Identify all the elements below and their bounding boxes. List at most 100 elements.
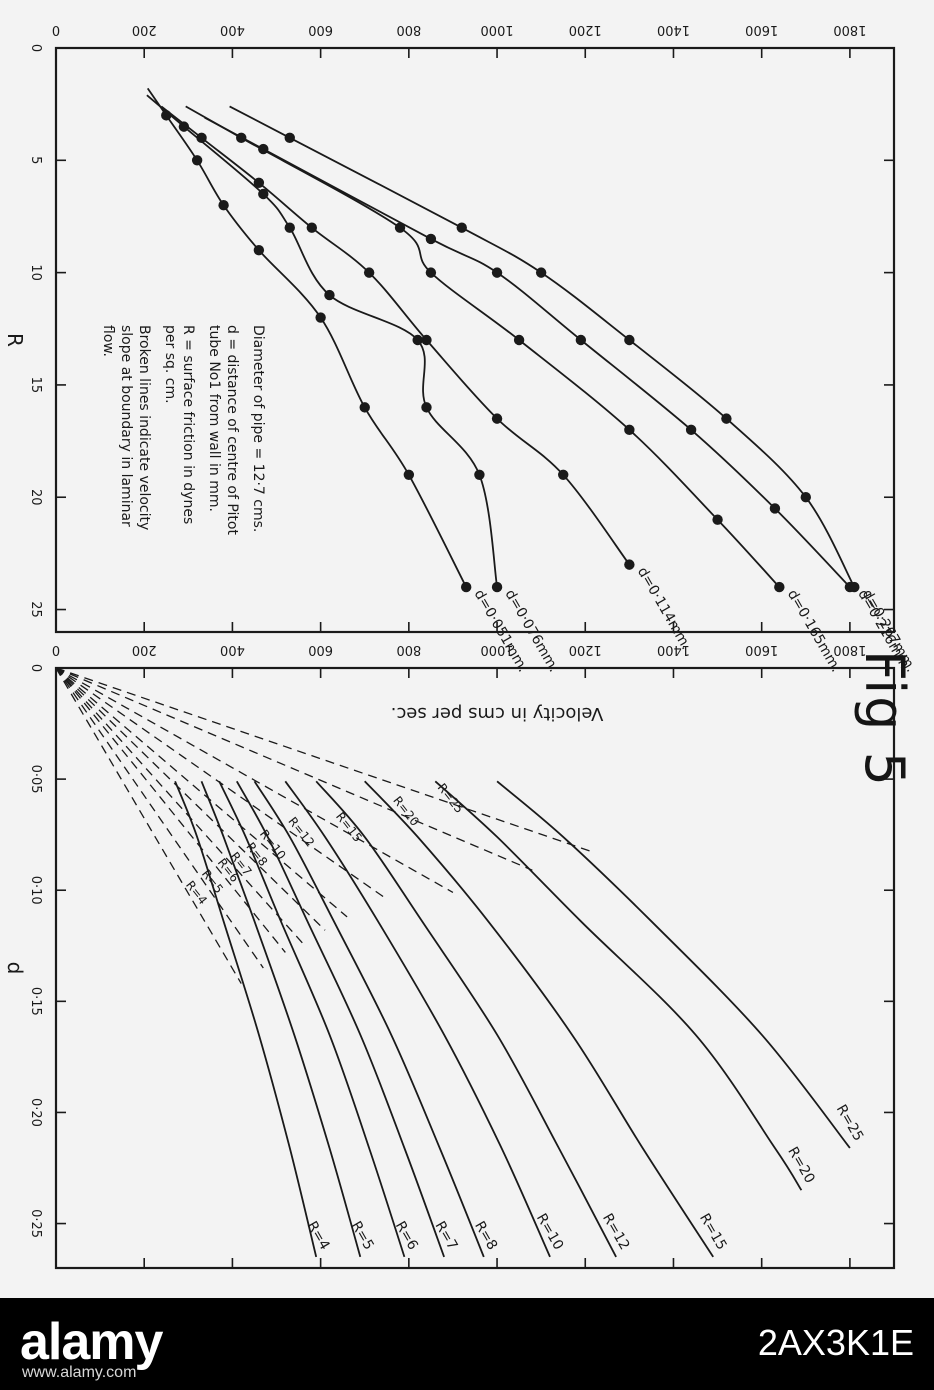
chart-d-y-tick-label: 600 xyxy=(308,642,333,657)
chart-r-note-4: Broken lines indicate velocityslope at b… xyxy=(100,325,152,530)
chart-r-point-series-d-0-267mm xyxy=(721,413,732,424)
chart-r-point-series-d-0-051mm xyxy=(191,155,203,166)
chart-r-note-line: Broken lines indicate velocity xyxy=(136,325,152,530)
stock-caption: www.alamy.com xyxy=(22,1364,137,1381)
chart-r-point-series-d-0-216mm xyxy=(844,581,856,593)
chart-r-note-line: per sq. cm. xyxy=(162,325,178,404)
chart-r-point-series-d-0-267mm xyxy=(624,334,635,346)
chart-r-point-series-d-0-114mm xyxy=(491,413,503,424)
chart-d-curve-label-series-r-6: R=6 xyxy=(392,1219,421,1253)
chart-d-x-tick-label: 0 xyxy=(28,664,43,672)
chart-r-note-line: flow. xyxy=(100,325,116,357)
figure-label: Fig 5 xyxy=(853,650,916,788)
chart-d-curve-series-r-7 xyxy=(236,780,445,1258)
chart-r-y-tick-label: 1000 xyxy=(481,22,514,37)
chart-d-y-tick-label: 0 xyxy=(52,642,60,657)
chart-d-curve-series-r-10 xyxy=(284,780,551,1258)
chart-r-point-series-d-0-114mm xyxy=(421,334,432,346)
chart-d-y-tick-label: 1400 xyxy=(657,642,690,657)
chart-d-laminar-line-r-20 xyxy=(55,667,533,871)
chart-d-laminar-line-r-4 xyxy=(55,667,242,984)
chart-r-point-series-d-0-216mm xyxy=(491,267,503,278)
chart-r-point-series-d-0-165mm xyxy=(513,334,525,346)
chart-r-point-series-d-0-114mm xyxy=(196,132,207,144)
chart-d-y-tick-label: 200 xyxy=(132,642,157,657)
chart-r-point-series-d-0-165mm xyxy=(624,424,635,436)
chart-r-y-tick-label: 600 xyxy=(308,22,333,37)
chart-r-point-series-d-0-114mm xyxy=(363,267,375,278)
chart-r-point-series-d-0-216mm xyxy=(769,503,781,514)
chart-d-laminar-line-r-5 xyxy=(55,667,264,969)
chart-r-point-series-d-0-051mm xyxy=(403,469,415,480)
chart-r-x-tick-label: 25 xyxy=(28,601,43,618)
chart-d-y-tick-label: 1200 xyxy=(569,642,602,657)
chart-r-point-series-d-0-216mm xyxy=(425,233,437,245)
stock-footer: alamy 2AX3K1E www.alamy.com xyxy=(0,1298,934,1390)
chart-d-curve-label-series-r-5: R=5 xyxy=(348,1219,377,1253)
chart-r-point-series-d-0-267mm xyxy=(284,132,295,144)
rotated-figure: 0 5 10 15 20 25 R 0 200 400 600 800 1000 1200 1400 1600… xyxy=(3,22,919,1270)
chart-d-y-tick-label: 800 xyxy=(396,642,421,657)
chart-d-y-tick-label: 1000 xyxy=(481,642,514,657)
chart-d-x-tick-label: 0·25 xyxy=(28,1209,43,1238)
chart-r-y-tick-label: 400 xyxy=(220,22,245,37)
chart-r-point-series-d-0-165mm xyxy=(394,222,406,233)
chart-d-curve-series-r-15 xyxy=(364,780,714,1258)
chart-r-y-tick-label: 1400 xyxy=(657,22,690,37)
chart-r-point-series-d-0-114mm xyxy=(253,177,265,188)
chart-d-curve-series-r-25 xyxy=(496,780,851,1149)
chart-d-x-axis-label: d xyxy=(3,962,27,975)
chart-r-point-series-d-0-165mm xyxy=(712,514,723,525)
chart-r-point-series-d-0-114mm xyxy=(306,222,318,233)
chart-d-curve-label-series-r-12: R=12 xyxy=(599,1211,632,1253)
figure-canvas: 0 5 10 15 20 25 R 0 200 400 600 800 1000 1200 1400 1600… xyxy=(3,22,919,1270)
chart-r-curve-label-series-d-0-114mm: d=0·114mm. xyxy=(634,565,694,653)
chart-r-point-series-d-0-051mm xyxy=(359,402,370,413)
chart-r-point-series-d-0-076mm xyxy=(258,188,269,200)
chart-r-point-series-d-0-216mm xyxy=(575,334,587,346)
chart-r-point-series-d-0-076mm xyxy=(284,222,295,233)
chart-r-curve-series-d-0-165mm xyxy=(185,105,780,588)
chart-r-point-series-d-0-114mm xyxy=(624,559,635,570)
chart-r-x-axis: 0 5 10 15 20 25 R xyxy=(3,44,894,618)
chart-r-point-series-d-0-076mm xyxy=(491,581,503,593)
chart-d-curve-label-series-r-25: R=25 xyxy=(833,1102,866,1144)
chart-d-curve-label-series-r-20: R=20 xyxy=(784,1144,817,1186)
chart-r-curve-series-d-0-267mm xyxy=(229,105,856,588)
chart-d-y-axis: 0 200 400 600 800 1000 1200 1400 1600 1800 xyxy=(52,642,866,1268)
chart-d-curve-series-r-20 xyxy=(434,780,803,1191)
chart-r-x-tick-label: 0 xyxy=(28,44,43,52)
chart-d-y-tick-label: 400 xyxy=(220,642,245,657)
chart-r-point-series-d-0-051mm xyxy=(161,110,172,121)
chart-r-point-series-d-0-076mm xyxy=(421,402,432,413)
chart-d-x-tick-label: 0·20 xyxy=(28,1098,43,1127)
chart-r-y-tick-label: 1800 xyxy=(833,22,866,37)
chart-r-y-tick-label: 800 xyxy=(396,22,421,37)
chart-d-laminar-line-r-10 xyxy=(55,667,348,918)
chart-d-laminar-line-r-7 xyxy=(55,667,304,944)
chart-d-curve-series-r-8 xyxy=(253,780,485,1258)
chart-r-x-tick-label: 5 xyxy=(28,156,43,164)
chart-r-point-series-d-0-051mm xyxy=(315,312,326,323)
chart-d-curve-series-r-12 xyxy=(315,780,617,1258)
chart-d-y-axis-title: Velocity in cms per sec. xyxy=(391,703,604,724)
chart-r-note-2: d = distance of centre of Pitottube No1 … xyxy=(206,325,240,535)
chart-r-point-series-d-0-267mm xyxy=(535,267,547,278)
chart-r-point-series-d-0-076mm xyxy=(324,289,335,301)
chart-r-note-1: Diameter of pipe = 12·7 cms. xyxy=(250,325,266,532)
chart-r-point-series-d-0-051mm xyxy=(218,200,229,211)
chart-r-plot-frame xyxy=(54,46,896,634)
chart-r-point-series-d-0-165mm xyxy=(774,581,785,593)
chart-r-note-line: tube No1 from wall in mm. xyxy=(206,325,222,512)
chart-r-point-series-d-0-267mm xyxy=(800,492,811,503)
chart-d-laminar-line-r-12 xyxy=(55,667,388,900)
chart-d-x-tick-label: 0·15 xyxy=(28,987,43,1016)
chart-d-y-axis-label: Velocity in cms per sec. xyxy=(391,703,604,724)
chart-r-x-tick-label: 15 xyxy=(28,377,43,394)
chart-d-curve-label-series-r-15: R=15 xyxy=(696,1211,729,1253)
chart-r-curve-series-d-0-076mm xyxy=(146,94,498,588)
chart-r-y-tick-label: 200 xyxy=(132,22,157,37)
chart-r-x-axis-label: R xyxy=(3,333,27,347)
chart-r-curve-series-d-0-114mm xyxy=(160,105,631,566)
chart-d-curve-series-r-5 xyxy=(200,780,362,1258)
